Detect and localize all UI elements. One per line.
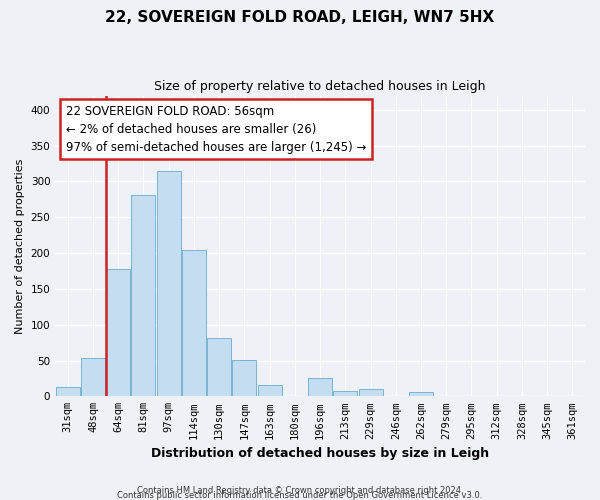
Title: Size of property relative to detached houses in Leigh: Size of property relative to detached ho… (154, 80, 486, 93)
Text: Contains public sector information licensed under the Open Government Licence v3: Contains public sector information licen… (118, 491, 482, 500)
Bar (131, 195, 155, 396)
Text: 22, SOVEREIGN FOLD ROAD, LEIGH, WN7 5HX: 22, SOVEREIGN FOLD ROAD, LEIGH, WN7 5HX (106, 10, 494, 25)
Bar (81, 358, 105, 397)
Bar (182, 250, 206, 396)
Bar (257, 385, 281, 396)
Text: 22 SOVEREIGN FOLD ROAD: 56sqm
← 2% of detached houses are smaller (26)
97% of se: 22 SOVEREIGN FOLD ROAD: 56sqm ← 2% of de… (66, 104, 366, 154)
Bar (157, 170, 181, 396)
Bar (207, 338, 231, 396)
Bar (334, 392, 357, 396)
Y-axis label: Number of detached properties: Number of detached properties (15, 158, 25, 334)
Bar (359, 389, 383, 396)
Bar (56, 387, 80, 396)
Bar (106, 269, 130, 396)
Bar (232, 360, 256, 397)
X-axis label: Distribution of detached houses by size in Leigh: Distribution of detached houses by size … (151, 447, 489, 460)
Text: Contains HM Land Registry data © Crown copyright and database right 2024.: Contains HM Land Registry data © Crown c… (137, 486, 463, 495)
Bar (308, 378, 332, 396)
Bar (409, 392, 433, 396)
